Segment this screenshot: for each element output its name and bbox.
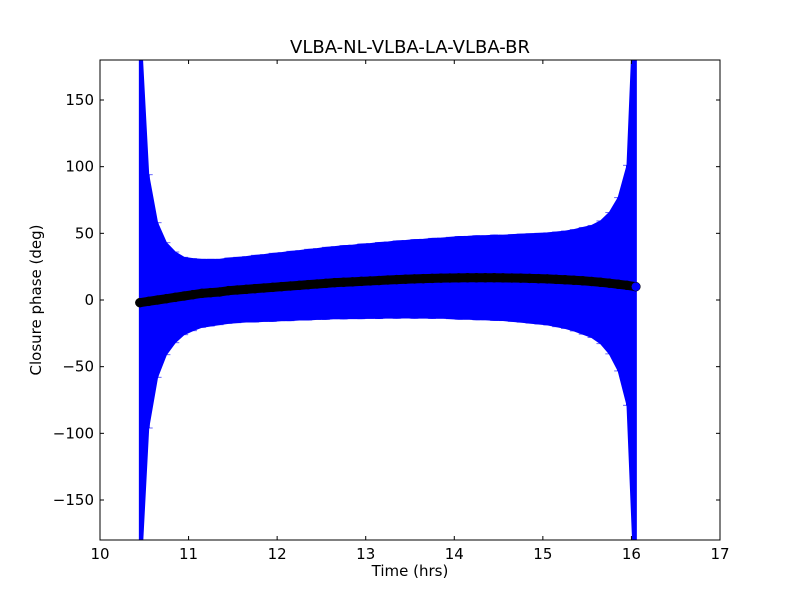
data-point <box>515 273 526 283</box>
data-point <box>560 274 570 285</box>
data-point <box>586 276 597 287</box>
data-point <box>338 277 349 288</box>
data-point <box>205 287 216 298</box>
data-point <box>631 281 641 292</box>
y-axis-label: Closure phase (deg) <box>27 225 45 376</box>
data-point <box>427 273 437 284</box>
data-point <box>569 275 579 286</box>
y-tick-label: −150 <box>53 491 94 509</box>
data-point <box>507 273 517 283</box>
x-tick-label: 11 <box>179 545 198 563</box>
data-point <box>197 288 207 299</box>
data-point <box>542 274 553 284</box>
data-point <box>135 297 145 308</box>
data-point <box>489 272 499 283</box>
data-point <box>214 287 225 297</box>
data-point <box>321 278 331 289</box>
data-point <box>577 276 588 286</box>
y-tick-label: −100 <box>53 424 94 442</box>
y-tick-label: 150 <box>65 91 94 109</box>
data-point <box>400 274 411 284</box>
data-point <box>232 285 243 295</box>
y-tick-label: −50 <box>62 358 94 376</box>
data-point <box>622 280 632 291</box>
x-tick-label: 16 <box>622 545 641 563</box>
data-point <box>285 281 296 291</box>
data-point <box>391 274 402 285</box>
data-point <box>436 273 446 283</box>
axis-ticks: 10 11 12 13 14 15 16 17 −150 −100 −50 0 50 100 150 <box>53 60 730 563</box>
data-point <box>347 277 358 287</box>
data-point <box>462 272 473 283</box>
chart-title: VLBA-NL-VLBA-LA-VLBA-BR <box>290 37 530 58</box>
data-point <box>409 274 420 284</box>
data-point <box>356 276 367 287</box>
data-point <box>453 273 464 283</box>
data-point <box>223 285 234 296</box>
data-point <box>276 281 287 292</box>
data-point <box>498 273 508 283</box>
data-point <box>383 275 393 285</box>
data-point <box>374 275 384 286</box>
data-point <box>312 279 322 289</box>
data-point <box>524 273 535 284</box>
x-tick-label: 15 <box>533 545 552 563</box>
y-tick-label: 50 <box>75 224 94 242</box>
x-axis-label: Time (hrs) <box>371 562 449 580</box>
data-point <box>294 280 305 291</box>
data-point <box>551 274 561 285</box>
data-point <box>188 289 198 300</box>
plot-area <box>135 60 641 540</box>
data-point <box>604 278 615 288</box>
data-point <box>418 273 429 284</box>
data-point <box>303 279 313 290</box>
y-tick-label: 100 <box>65 158 94 176</box>
x-tick-label: 12 <box>268 545 287 563</box>
data-point <box>471 272 482 283</box>
y-tick-label: 0 <box>84 291 94 309</box>
data-point <box>445 273 455 283</box>
data-point <box>241 284 251 295</box>
data-point <box>259 283 269 293</box>
data-point <box>161 293 172 304</box>
data-point <box>329 277 340 288</box>
x-tick-label: 10 <box>90 545 109 563</box>
data-point <box>533 273 544 284</box>
x-tick-label: 14 <box>445 545 464 563</box>
data-point <box>170 292 181 303</box>
data-point <box>179 291 189 301</box>
data-point <box>365 276 375 286</box>
x-tick-label: 13 <box>356 545 375 563</box>
data-point <box>143 296 154 307</box>
data-point <box>267 282 278 293</box>
data-point <box>595 277 606 288</box>
x-tick-label: 17 <box>710 545 729 563</box>
data-point <box>480 272 491 283</box>
data-point <box>152 295 163 305</box>
data-point <box>250 283 260 294</box>
data-point <box>613 279 623 290</box>
